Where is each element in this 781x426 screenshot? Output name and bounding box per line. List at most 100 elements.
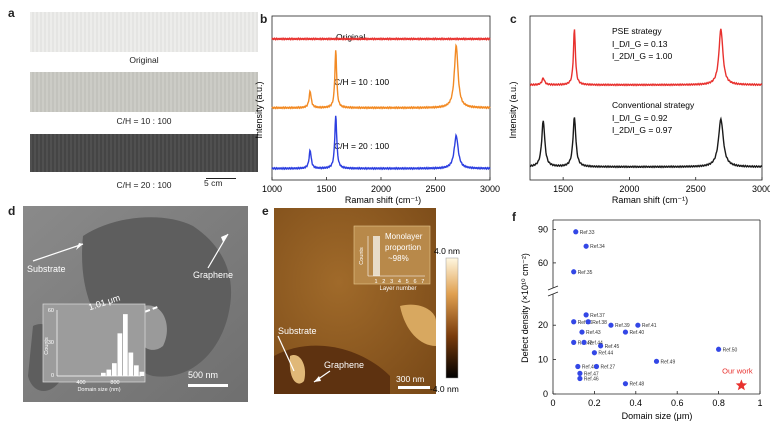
f-ytick-0: 0 xyxy=(543,389,548,399)
inset-d-bar-0 xyxy=(101,372,106,376)
f-point-1 xyxy=(583,243,589,249)
raman-c-annot-0b: I_2D/I_G = 1.00 xyxy=(612,51,673,61)
inset-d-xlabel: Domain size (nm) xyxy=(77,387,120,393)
f-point-11 xyxy=(581,339,587,345)
f-ytick-4: 90 xyxy=(538,225,548,235)
f-point-label-4: Ref.36 xyxy=(578,320,593,326)
f-xlabel: Domain size (μm) xyxy=(622,411,693,421)
scale-bar-a-label: 5 cm xyxy=(204,178,223,188)
afm-inset-xtick-0: 1 xyxy=(374,279,377,285)
colorbar-top-label: 4.0 nm xyxy=(434,246,460,256)
raman-b-series-1 xyxy=(271,43,491,110)
raman-b-xtick-3: 2500 xyxy=(425,184,445,194)
sem-graphene-label: Graphene xyxy=(193,270,233,280)
afm-inset-xtick-3: 4 xyxy=(398,279,401,285)
f-point-14 xyxy=(653,358,660,364)
f-point-5 xyxy=(585,319,591,325)
raman-b-series-label-0: Original xyxy=(336,32,365,42)
f-point-label-2: Ref.35 xyxy=(578,270,593,276)
f-point-label-8: Ref.43 xyxy=(586,330,601,336)
f-highlight-label: Our work xyxy=(722,366,753,375)
panel-d-label: d xyxy=(8,204,16,218)
f-point-label-20: Ref.48 xyxy=(629,382,644,388)
f-point-0 xyxy=(573,229,579,235)
f-point-13 xyxy=(591,350,597,356)
afm-substrate-label: Substrate xyxy=(278,326,317,336)
f-point-label-5: Ref.38 xyxy=(592,320,607,326)
panel-f-label: f xyxy=(512,210,516,224)
f-point-label-3: Ref.37 xyxy=(590,313,605,319)
raman-chart-c: Intensity (a.u.) Raman shift (cm⁻¹) PSE … xyxy=(508,15,770,205)
caption-ch-20: C/H = 20 : 100 xyxy=(116,180,172,190)
inset-d-xtick-0: 400 xyxy=(76,380,85,386)
inset-d-bar-3 xyxy=(117,333,123,376)
afm-inset-text2: proportion xyxy=(385,243,421,252)
f-ytick-2: 20 xyxy=(538,320,548,330)
inset-d-ylabel: Counts xyxy=(44,337,50,355)
raman-b-xtick-1: 1500 xyxy=(316,184,336,194)
photo-ch-20 xyxy=(30,134,258,172)
raman-c-xtick-2: 2500 xyxy=(686,184,706,194)
f-point-label-12: Ref.45 xyxy=(605,344,620,350)
f-point-18 xyxy=(577,370,583,376)
f-point-10 xyxy=(571,339,577,345)
sem-image-d: Substrate Graphene 1.01 μm 500 nm Counts… xyxy=(23,206,248,402)
raman-c-xtick-1: 2000 xyxy=(619,184,639,194)
raman-b-xtick-4: 3000 xyxy=(480,184,500,194)
raman-c-frame xyxy=(529,15,763,181)
f-xtick-4: 0.8 xyxy=(712,398,725,408)
raman-c-xtick-3: 3000 xyxy=(752,184,770,194)
inset-d-bar-6 xyxy=(134,365,139,376)
raman-c-annot-0a: I_D/I_G = 0.13 xyxy=(612,39,668,49)
raman-chart-b: Intensity (a.u.) Raman shift (cm⁻¹) Orig… xyxy=(254,15,500,205)
afm-inset-xtick-5: 6 xyxy=(413,279,416,285)
raman-c-xtick-0: 1500 xyxy=(553,184,573,194)
sem-substrate-label: Substrate xyxy=(27,264,66,274)
defect-density-chart-f: Defect density (×10¹⁰ cm⁻²) Domain size … xyxy=(520,219,763,421)
sem-scale-bar-label: 500 nm xyxy=(188,370,218,380)
f-axis-break-gap xyxy=(549,288,557,294)
f-xtick-1: 0.2 xyxy=(588,398,601,408)
raman-c-xlabel: Raman shift (cm⁻¹) xyxy=(612,195,688,205)
inset-d-ytick-0: 0 xyxy=(51,373,54,379)
f-point-label-17: Ref.27 xyxy=(600,364,615,370)
f-point-3 xyxy=(583,312,589,318)
f-point-6 xyxy=(608,322,614,328)
raman-c-series-0 xyxy=(529,28,763,87)
raman-b-xlabel: Raman shift (cm⁻¹) xyxy=(345,195,421,205)
f-point-9 xyxy=(622,329,629,335)
afm-inset-xtick-4: 5 xyxy=(406,279,409,285)
photo-original xyxy=(30,12,258,52)
f-xtick-0: 0 xyxy=(550,398,555,408)
f-ylabel: Defect density (×10¹⁰ cm⁻²) xyxy=(520,253,530,363)
f-ytick-3: 60 xyxy=(538,258,548,268)
f-highlight-star xyxy=(735,379,748,391)
photo-ch-10 xyxy=(30,72,258,112)
f-point-label-6: Ref.39 xyxy=(615,323,630,329)
f-point-2 xyxy=(571,269,577,275)
f-point-12 xyxy=(598,343,604,349)
caption-ch-10: C/H = 10 : 100 xyxy=(116,116,172,126)
f-point-label-19: Ref.46 xyxy=(584,377,599,383)
raman-c-annot-1b: I_2D/I_G = 0.97 xyxy=(612,125,673,135)
inset-d-bar-4 xyxy=(123,314,128,376)
f-axis-break-2 xyxy=(547,291,559,297)
inset-d-bar-5 xyxy=(128,352,134,376)
f-point-label-16: Ref.46 xyxy=(582,364,597,370)
f-point-label-11: Ref.44 xyxy=(588,340,603,346)
inset-d-bar-2 xyxy=(112,363,117,376)
f-point-label-13: Ref.44 xyxy=(598,351,613,357)
f-point-label-1: Ref.34 xyxy=(590,244,605,250)
afm-inset-xlabel: Layer number xyxy=(379,286,416,292)
raman-c-series-label-0: PSE strategy xyxy=(612,26,662,36)
panel-e-label: e xyxy=(262,204,269,218)
afm-inset-xtick-1: 2 xyxy=(382,279,385,285)
panel-b-label: b xyxy=(260,12,268,26)
afm-inset-text3: ~98% xyxy=(388,254,409,263)
f-point-19 xyxy=(577,375,583,382)
f-point-7 xyxy=(635,322,641,328)
raman-b-xtick-2: 2000 xyxy=(371,184,391,194)
inset-d-bar-7 xyxy=(139,371,145,376)
f-point-15 xyxy=(716,346,722,352)
